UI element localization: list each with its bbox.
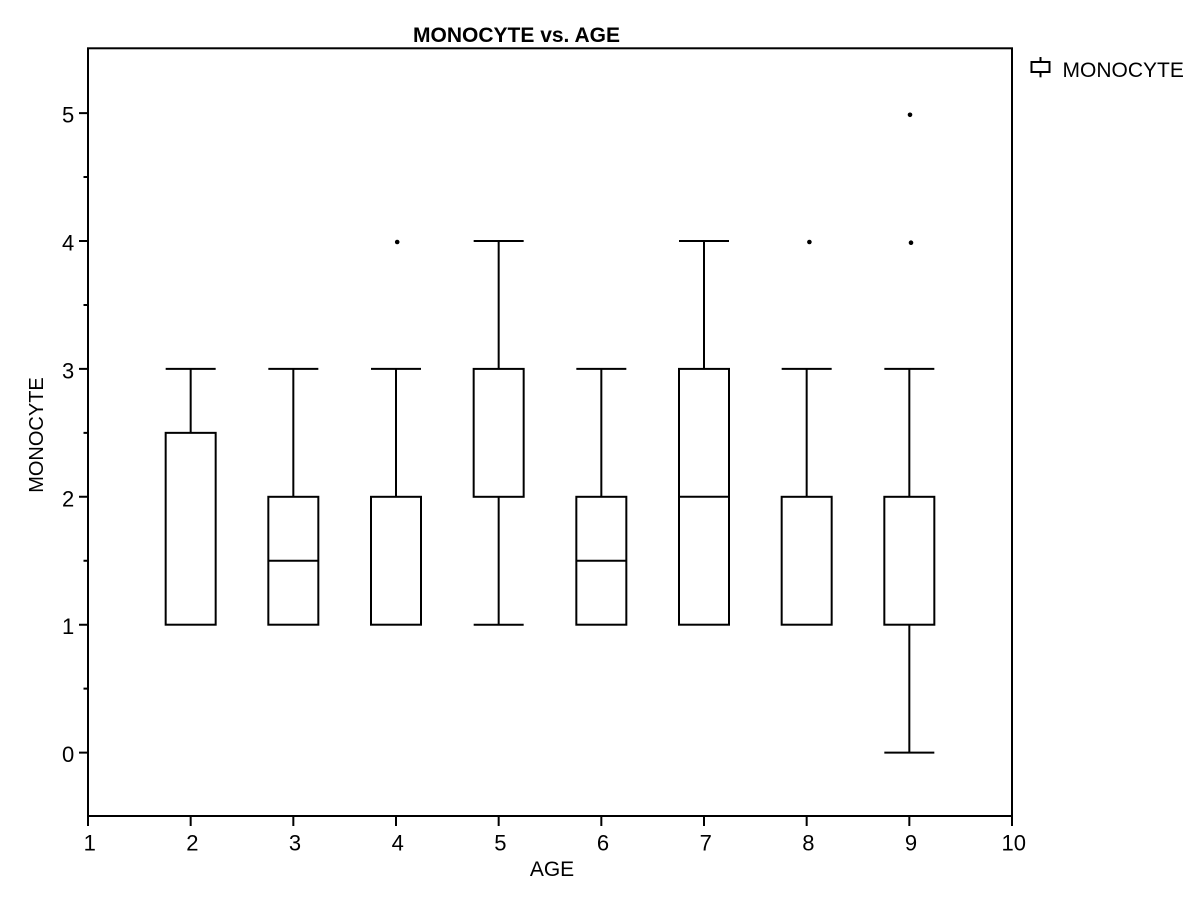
svg-text:3: 3: [289, 830, 301, 855]
svg-text:7: 7: [700, 830, 712, 855]
svg-text:1: 1: [62, 614, 74, 639]
svg-text:6: 6: [597, 830, 609, 855]
svg-text:4: 4: [62, 231, 74, 256]
svg-text:MONOCYTE vs. AGE: MONOCYTE vs. AGE: [413, 24, 620, 47]
svg-text:MONOCYTE: MONOCYTE: [1063, 59, 1184, 82]
svg-text:10: 10: [1001, 830, 1025, 855]
svg-text:AGE: AGE: [530, 858, 574, 881]
svg-text:0: 0: [62, 742, 74, 767]
svg-text:1: 1: [84, 830, 96, 855]
svg-text:4: 4: [392, 830, 404, 855]
svg-text:2: 2: [186, 830, 198, 855]
svg-text:9: 9: [905, 830, 917, 855]
svg-text:3: 3: [62, 358, 74, 383]
svg-text:8: 8: [802, 830, 814, 855]
svg-text:5: 5: [494, 830, 506, 855]
svg-text:MONOCYTE: MONOCYTE: [26, 377, 48, 493]
svg-text:2: 2: [62, 486, 74, 511]
svg-text:5: 5: [62, 103, 74, 128]
